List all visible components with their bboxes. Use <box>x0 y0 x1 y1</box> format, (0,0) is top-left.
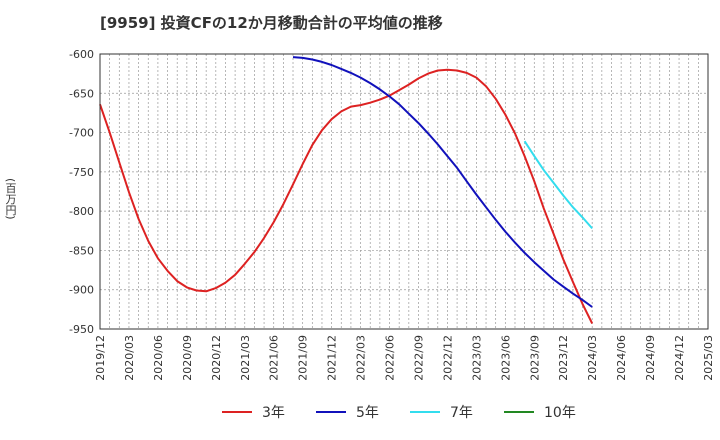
x-tick-label: 2021/03 <box>239 335 252 381</box>
x-tick-label: 2022/09 <box>412 335 425 381</box>
x-tick-label: 2023/12 <box>557 335 570 381</box>
y-tick-label: -700 <box>69 127 94 140</box>
y-tick-label: -800 <box>69 205 94 218</box>
legend-item-3: 10年 <box>504 402 576 422</box>
x-tick-label: 2022/03 <box>355 335 368 381</box>
line-chart: -600 -650 -700 -750 -800 -850 -900 -950 2019/12… <box>69 48 715 381</box>
x-tick-label: 2023/09 <box>528 335 541 381</box>
x-axis-ticks: 2019/12 2020/03 2020/06 2020/09 2020/12 2021/… <box>94 335 715 381</box>
grid-lines <box>100 54 708 329</box>
y-tick-label: -850 <box>69 244 94 257</box>
x-tick-label: 2023/06 <box>499 335 512 381</box>
legend-label: 3年 <box>262 405 285 421</box>
x-tick-label: 2024/03 <box>586 335 599 381</box>
x-tick-label: 2022/12 <box>441 335 454 381</box>
legend: 3年 5年 7年 10年 <box>0 402 720 426</box>
y-axis-label: (百万円) <box>4 178 17 220</box>
x-tick-label: 2022/06 <box>384 335 397 381</box>
y-tick-label: -950 <box>69 323 94 336</box>
y-tick-label: -900 <box>69 284 94 297</box>
legend-swatch <box>504 411 534 413</box>
y-tick-label: -600 <box>69 48 94 61</box>
x-tick-label: 2020/06 <box>152 335 165 381</box>
legend-item-0: 3年 <box>222 402 285 422</box>
chart-title: [9959] 投資CFの12か月移動合計の平均値の推移 <box>100 14 443 32</box>
y-tick-label: -650 <box>69 87 94 100</box>
x-tick-label: 2021/12 <box>326 335 339 381</box>
x-tick-label: 2021/06 <box>268 335 281 381</box>
legend-label: 7年 <box>450 405 473 421</box>
plot-border <box>99 53 709 330</box>
legend-item-1: 5年 <box>316 402 379 422</box>
x-tick-label: 2020/12 <box>210 335 223 381</box>
legend-swatch <box>410 411 440 413</box>
x-tick-label: 2019/12 <box>94 335 107 381</box>
legend-swatch <box>316 411 346 413</box>
legend-item-2: 7年 <box>410 402 473 422</box>
y-tick-label: -750 <box>69 166 94 179</box>
series-lines <box>99 56 594 324</box>
series-line-1 <box>292 56 593 308</box>
series-line-0 <box>99 68 594 324</box>
x-tick-label: 2024/06 <box>615 335 628 381</box>
legend-swatch <box>222 411 252 413</box>
x-tick-label: 2021/09 <box>297 335 310 381</box>
legend-label: 5年 <box>356 405 379 421</box>
x-tick-label: 2020/09 <box>181 335 194 381</box>
x-tick-label: 2023/03 <box>470 335 483 381</box>
legend-label: 10年 <box>544 405 576 421</box>
x-tick-label: 2024/12 <box>673 335 686 381</box>
plot-area <box>100 54 708 329</box>
x-tick-label: 2025/03 <box>702 335 715 381</box>
x-tick-label: 2020/03 <box>123 335 136 381</box>
series-line-2 <box>523 140 593 230</box>
y-axis-ticks: -600 -650 -700 -750 -800 -850 -900 -950 <box>69 48 94 336</box>
x-tick-label: 2024/09 <box>644 335 657 381</box>
